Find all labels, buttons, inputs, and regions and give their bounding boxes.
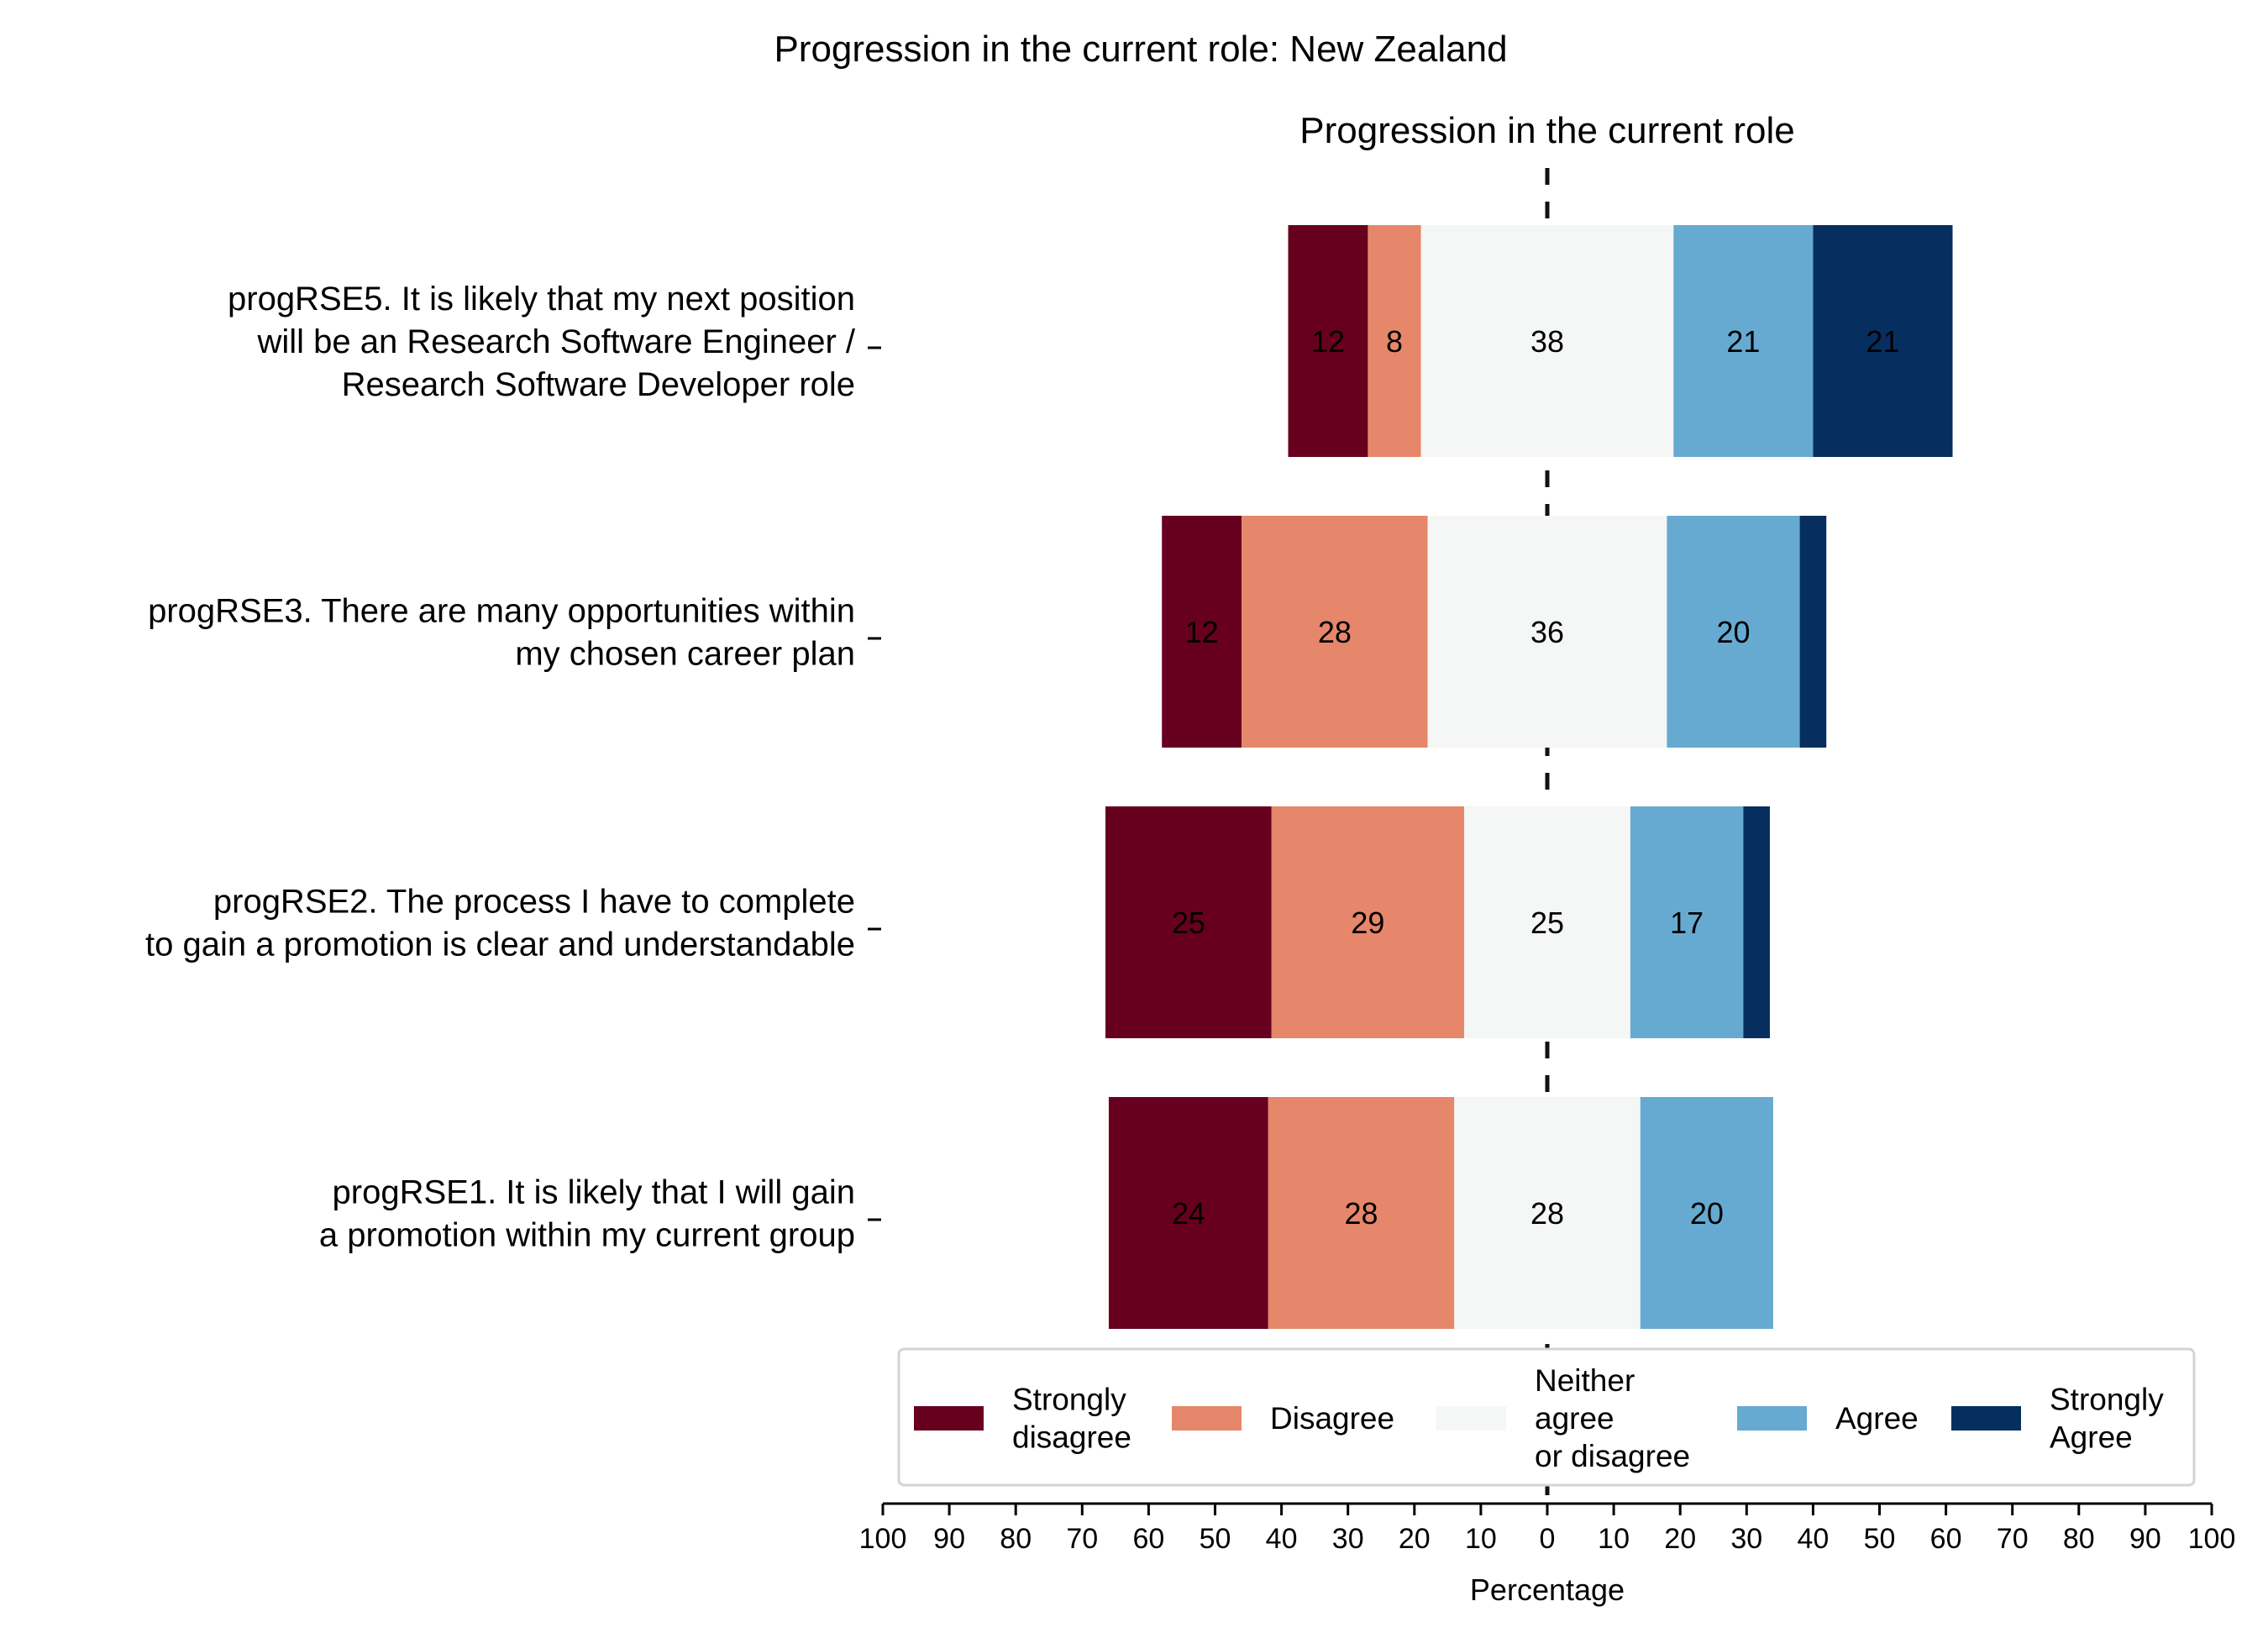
x-tick-label: 80 [2063,1523,2095,1555]
bar-progRSE1-agree [1640,1097,1773,1329]
x-tick-label: 30 [1730,1523,1762,1555]
bar-progRSE5-strongly-agree [1813,225,1953,457]
bar-value-label: 21 [1726,324,1760,359]
x-tick-label: 50 [1200,1523,1231,1555]
category-label-progRSE2: to gain a promotion is clear and underst… [145,927,855,963]
bar-progRSE1-strongly-disagree [1108,1097,1268,1329]
bar-progRSE5-disagree [1368,225,1421,457]
legend-box [897,1347,2196,1487]
category-label-progRSE1: progRSE1. It is likely that I will gain [333,1174,855,1211]
x-tick-label: 100 [2188,1523,2236,1555]
x-tick-label: 10 [1465,1523,1497,1555]
bar-value-label: 24 [1172,1196,1205,1231]
category-label-progRSE2: progRSE2. The process I have to complete [213,884,855,921]
bar-progRSE3-neither-agree-or-disagree [1427,516,1667,748]
bar-value-label: 38 [1530,324,1564,359]
x-tick-label: 40 [1266,1523,1298,1555]
bar-value-label: 29 [1351,906,1384,940]
x-tick-label: 20 [1399,1523,1431,1555]
chart-subtitle: Progression in the current role [1299,110,1794,151]
legend-label: Agree [2050,1420,2133,1455]
bar-value-label: 28 [1318,615,1352,649]
bar-value-label: 36 [1530,615,1564,649]
bar-value-label: 25 [1530,906,1564,940]
bar-progRSE2-agree [1630,806,1744,1038]
bar-progRSE2-strongly-disagree [1105,806,1272,1038]
legend-swatch-neither-agree-or-disagree [1436,1406,1506,1431]
legend-label: Neither [1535,1363,1635,1398]
x-tick-label: 90 [933,1523,965,1555]
legend-swatch-agree [1737,1406,1807,1431]
legend-label: Strongly [1012,1383,1126,1417]
category-label-progRSE5: will be an Research Software Engineer / [257,323,856,360]
category-label-progRSE3: my chosen career plan [515,636,855,673]
x-tick-label: 0 [1540,1523,1556,1555]
category-label-progRSE5: progRSE5. It is likely that my next posi… [228,281,855,318]
x-tick-label: 70 [1997,1523,2029,1555]
bar-value-label: 25 [1172,906,1205,940]
bar-progRSE3-disagree [1242,516,1428,748]
category-label-progRSE1: a promotion within my current group [319,1217,855,1254]
bar-progRSE5-neither-agree-or-disagree [1420,225,1674,457]
bar-progRSE1-disagree [1268,1097,1455,1329]
bar-progRSE2-disagree [1271,806,1465,1038]
legend-label: disagree [1012,1420,1131,1455]
bar-progRSE3-agree [1667,516,1800,748]
bar-progRSE3-strongly-disagree [1162,516,1242,748]
x-axis: 100 90 80 70 60 50 40 30 20 10 0 10 20 30 40 50 60 70 80 90… [859,1502,2236,1555]
bar-progRSE1-neither-agree-or-disagree [1454,1097,1641,1329]
x-tick-label: 40 [1797,1523,1829,1555]
x-tick-label: 80 [1000,1523,1032,1555]
bar-progRSE2-strongly-agree [1743,806,1770,1038]
bar-progRSE5-strongly-disagree [1288,225,1368,457]
x-tick-label: 100 [859,1523,907,1555]
category-label-progRSE3: progRSE3. There are many opportunities w… [148,593,855,630]
bar-progRSE2-neither-agree-or-disagree [1464,806,1630,1038]
legend-label: Strongly [2050,1383,2164,1417]
legend-label: agree [1535,1401,1614,1436]
x-tick-label: 60 [1132,1523,1164,1555]
bar-progRSE5-agree [1673,225,1814,457]
bar-value-label: 12 [1185,615,1219,649]
legend-label: or disagree [1535,1439,1690,1473]
bar-progRSE3-strongly-agree [1799,516,1827,748]
x-tick-label: 90 [2129,1523,2161,1555]
category-label-progRSE5: Research Software Developer role [342,366,855,403]
legend-label: Disagree [1270,1401,1394,1436]
x-axis-label: Percentage [1470,1572,1625,1607]
bar-value-label: 20 [1716,615,1750,649]
x-tick-label: 60 [1930,1523,1962,1555]
category-labels: progRSE5. It is likely that my next posi… [145,281,881,1254]
bar-value-label: 8 [1386,324,1403,359]
x-tick-label: 70 [1066,1523,1098,1555]
x-tick-label: 10 [1598,1523,1630,1555]
bars-layer: 12 8 38 21 21 12 28 36 20 25 29 25 17 24 28 28 20 [1105,225,1953,1329]
legend-swatch-strongly-disagree [914,1406,984,1431]
bar-value-label: 20 [1690,1196,1724,1231]
bar-value-label: 28 [1344,1196,1378,1231]
x-tick-label: 20 [1664,1523,1696,1555]
legend-label: Agree [1835,1401,1919,1436]
legend-swatch-strongly-agree [1951,1406,2021,1431]
bar-value-label: 17 [1670,906,1704,940]
chart-title: Progression in the current role: New Zea… [774,29,1507,70]
bar-value-label: 21 [1866,324,1899,359]
legend-swatch-disagree [1172,1406,1242,1431]
bar-value-label: 28 [1530,1196,1564,1231]
x-tick-label: 50 [1864,1523,1896,1555]
bar-value-label: 12 [1311,324,1345,359]
x-tick-label: 30 [1332,1523,1364,1555]
